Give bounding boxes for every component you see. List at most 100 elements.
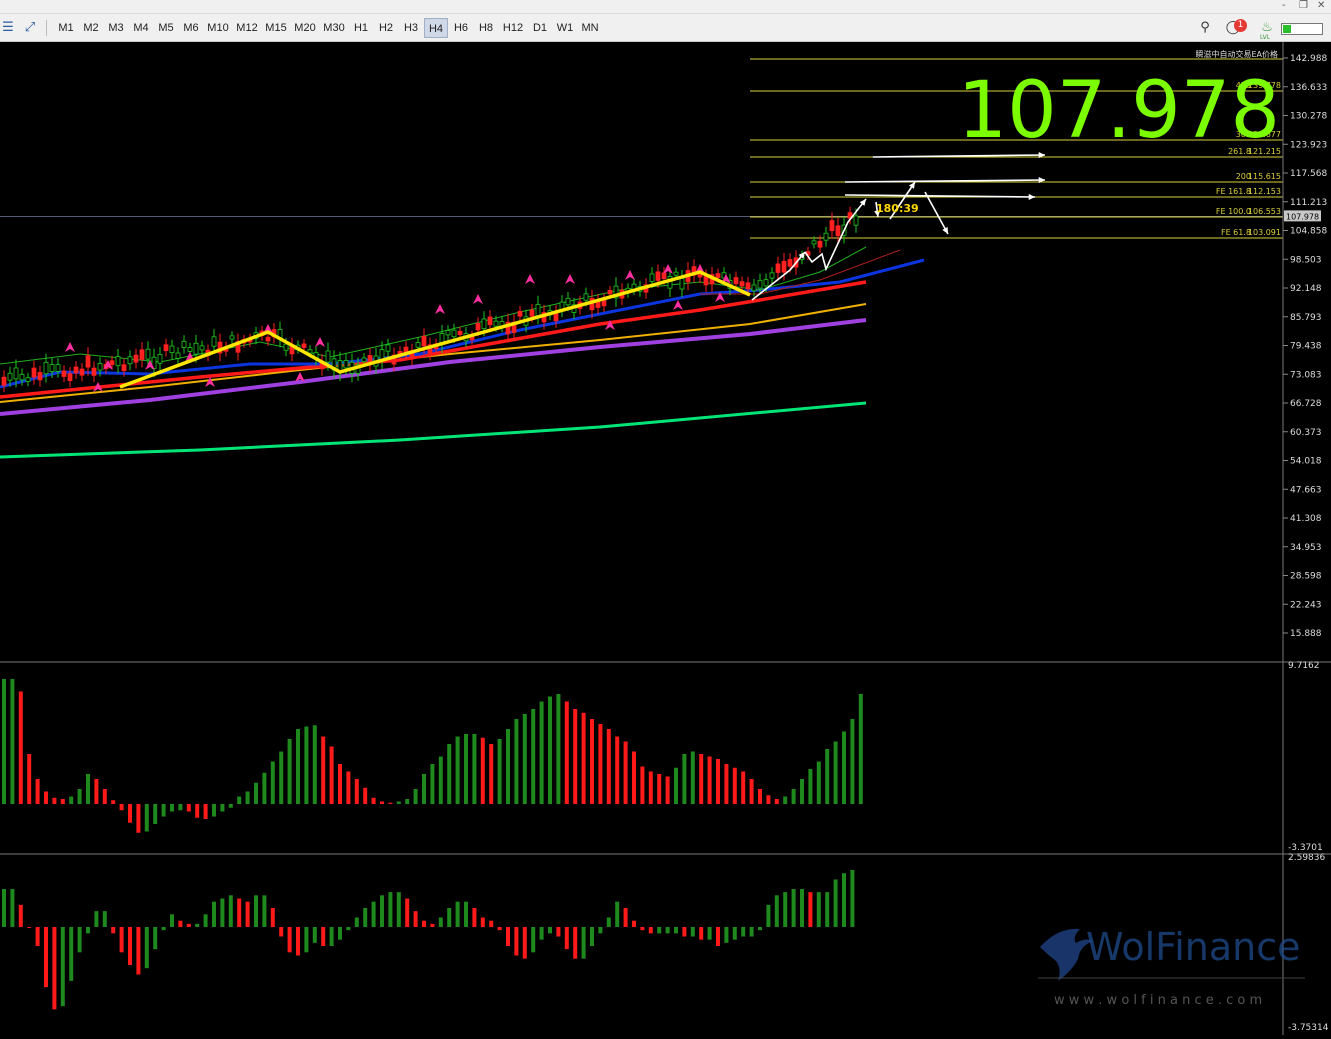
candle-body [163, 344, 169, 352]
close-icon[interactable]: ✕ [1317, 0, 1326, 11]
bar-countdown: 180:39 [876, 202, 919, 215]
macd-bar [287, 739, 292, 804]
macd-bar [732, 767, 737, 804]
macd-pane[interactable] [2, 679, 863, 833]
restore-icon[interactable]: ❐ [1299, 0, 1308, 11]
oscillator-bar [338, 927, 342, 940]
fib-level-value: 124.677 [1248, 130, 1281, 139]
macd-bar [354, 779, 359, 804]
timeframe-m3[interactable]: M3 [108, 22, 124, 34]
timeframe-m12[interactable]: M12 [236, 22, 258, 34]
candle-body [733, 277, 739, 285]
macd-bar [60, 799, 65, 804]
minimize-icon[interactable]: - [1282, 0, 1286, 11]
oscillator-bar [262, 895, 267, 927]
axis-label: 28.598 [1290, 572, 1322, 582]
candle-body [229, 335, 235, 340]
macd-bar [254, 782, 258, 804]
macd-bar [27, 754, 32, 804]
macd-bar [304, 726, 309, 804]
timeframe-w1[interactable]: W1 [556, 22, 574, 34]
candle-body [853, 215, 859, 226]
macd-bar [380, 801, 384, 804]
oscillator-bar [497, 927, 502, 931]
candle-body [25, 377, 31, 382]
trendline-icon[interactable]: ⤢ [24, 20, 36, 35]
timeframe-h4[interactable]: H4 [424, 18, 448, 38]
candle-body [493, 320, 499, 327]
fib-level-label: 423 [1236, 81, 1251, 90]
oscillator-bar [438, 917, 443, 927]
oscillator-pane[interactable] [2, 870, 855, 1010]
timeframe-d1[interactable]: D1 [532, 22, 548, 34]
timeframe-h12[interactable]: H12 [502, 22, 524, 34]
chart-list-icon[interactable]: ☰ [2, 20, 14, 35]
oscillator-bar [186, 923, 191, 927]
macd-bar [363, 787, 368, 804]
axis-label: 104.858 [1290, 227, 1327, 237]
macd-bar [716, 759, 720, 804]
axis-label: 60.373 [1290, 428, 1322, 438]
projection-arrow-head [798, 252, 805, 259]
oscillator-bar [363, 908, 368, 927]
macd-bar [430, 764, 435, 804]
timeframe-h3[interactable]: H3 [403, 22, 419, 34]
timeframe-m2[interactable]: M2 [83, 22, 99, 34]
signal-icon[interactable]: ♨ [1261, 20, 1273, 35]
sub-axis-label: -3.3701 [1288, 843, 1323, 853]
oscillator-bar [203, 914, 208, 927]
search-icon[interactable]: ⚲ [1200, 20, 1210, 35]
sub-axis-label: -3.75314 [1288, 1023, 1329, 1033]
axis-label: 85.793 [1290, 313, 1322, 323]
macd-bar [144, 804, 149, 832]
window-title-bar: - ❐ ✕ [0, 0, 1331, 14]
timeframe-h1[interactable]: H1 [353, 22, 369, 34]
timeframe-m5[interactable]: M5 [158, 22, 174, 34]
timeframe-h8[interactable]: H8 [478, 22, 494, 34]
timeframe-h6[interactable]: H6 [453, 22, 469, 34]
timeframe-m1[interactable]: M1 [58, 22, 74, 34]
timeframe-m6[interactable]: M6 [183, 22, 199, 34]
candle-body [361, 357, 367, 363]
macd-bar [791, 789, 796, 804]
timeframe-m10[interactable]: M10 [207, 22, 229, 34]
timeframe-m15[interactable]: M15 [265, 22, 287, 34]
oscillator-bar [60, 927, 65, 1007]
macd-bar [842, 731, 846, 804]
oscillator-bar [699, 927, 704, 940]
oscillator-bar [531, 927, 536, 953]
oscillator-bar [749, 927, 754, 937]
price-chart[interactable]: 423 139.778 300 124.677 261.8 121.215 200 115.6… [0, 42, 1331, 1035]
macd-bar [119, 804, 124, 811]
signal-arrow-icon [315, 337, 325, 347]
oscillator-bar [94, 911, 99, 927]
projection-arrow [924, 191, 949, 235]
axis-label: 98.503 [1290, 255, 1322, 265]
timeframe-m30[interactable]: M30 [323, 22, 345, 34]
oscillator-bar [825, 892, 830, 927]
candle-body [781, 260, 787, 273]
oscillator-bar [556, 927, 561, 937]
macd-bar [674, 767, 678, 804]
axis-label: 47.663 [1290, 485, 1322, 495]
candle-body [829, 220, 835, 232]
oscillator-bar [69, 927, 74, 981]
macd-bar [128, 804, 132, 823]
candle-body [79, 368, 85, 376]
timeframe-mn[interactable]: MN [581, 22, 599, 34]
fib-level-value: 139.778 [1248, 81, 1281, 90]
macd-bar [212, 804, 216, 817]
oscillator-bar [270, 908, 275, 927]
timeframe-m4[interactable]: M4 [133, 22, 149, 34]
timeframe-m20[interactable]: M20 [294, 22, 316, 34]
candle-body [43, 361, 49, 375]
ma-100-line [0, 303, 867, 403]
candle-body [745, 282, 751, 290]
oscillator-bar [690, 927, 695, 937]
timeframe-h2[interactable]: H2 [378, 22, 394, 34]
macd-bar [464, 734, 468, 804]
axis-label: 123.923 [1290, 140, 1327, 150]
candle-body [13, 367, 19, 380]
candle-body [211, 336, 217, 347]
